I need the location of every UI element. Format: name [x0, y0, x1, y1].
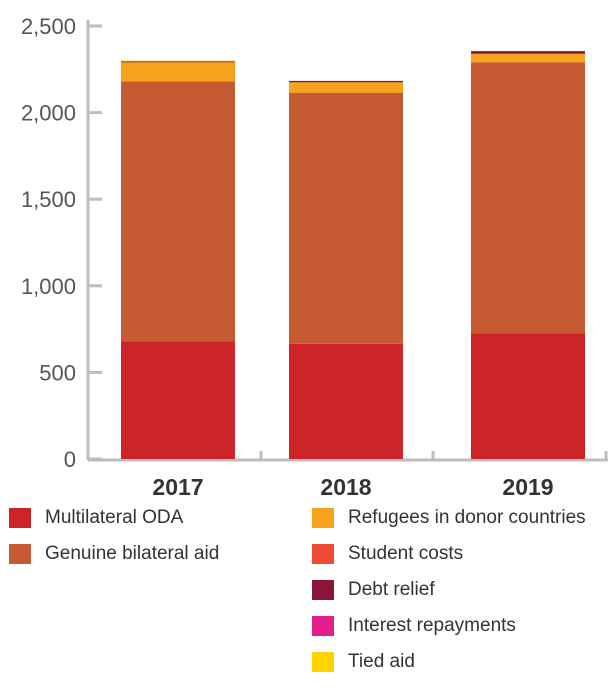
bar-segment-refugees-in-donor-countries-2018: [289, 82, 403, 93]
bar-segment-refugees-in-donor-countries-2017: [121, 62, 235, 82]
bar-segment-debt-relief-2017: [121, 61, 235, 63]
bar-segment-tied-aid-2017: [121, 60, 235, 62]
x-tick-labels: 2017 2018 2019: [152, 474, 553, 500]
bar-segment-multilateral-oda-2018: [289, 343, 403, 459]
y-tick-labels: 0 500 1,000 1,500 2,000 2,500: [21, 14, 76, 472]
y-tick-label: 1,000: [21, 274, 76, 299]
bars: [121, 51, 585, 459]
y-tick-label: 0: [64, 447, 76, 472]
bar-segment-multilateral-oda-2019: [471, 333, 585, 459]
y-tick-label: 2,000: [21, 101, 76, 126]
y-tick-label: 1,500: [21, 187, 76, 212]
bar-segment-genuine-bilateral-aid-2019: [471, 62, 585, 334]
x-tick-label: 2018: [320, 474, 371, 500]
bar-segment-debt-relief-2018: [289, 80, 403, 83]
x-tick-label: 2019: [502, 474, 553, 500]
bar-segment-refugees-in-donor-countries-2019: [471, 53, 585, 63]
bar-segment-debt-relief-2019: [471, 51, 585, 54]
bar-segment-genuine-bilateral-aid-2018: [289, 92, 403, 344]
axes: [86, 20, 608, 462]
y-tick-label: 500: [39, 360, 76, 385]
bar-segment-multilateral-oda-2017: [121, 341, 235, 459]
y-tick-label: 2,500: [21, 14, 76, 39]
x-tick-label: 2017: [152, 474, 203, 500]
bar-segment-genuine-bilateral-aid-2017: [121, 81, 235, 342]
